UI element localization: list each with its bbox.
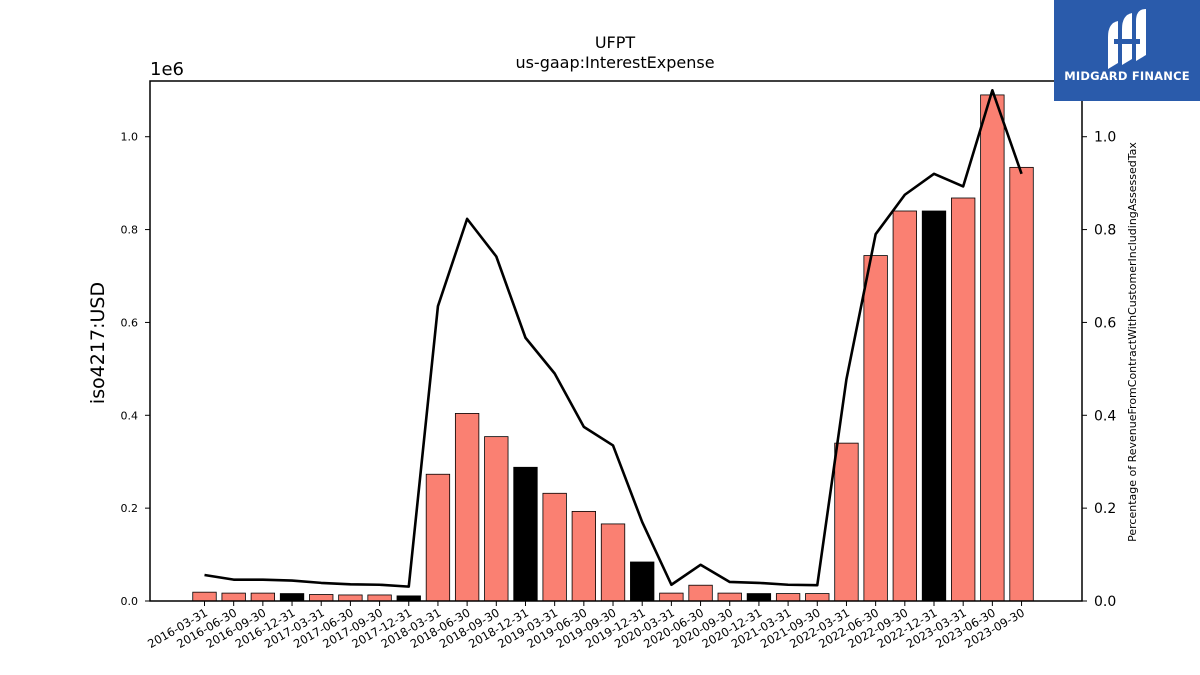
y-tick-label: 0.8 bbox=[121, 224, 139, 237]
bar-2022-09-30 bbox=[892, 210, 917, 602]
bar-2017-06-30 bbox=[338, 594, 363, 602]
y-right-tick-label: 1.0 bbox=[1094, 130, 1116, 146]
bar-2021-03-31 bbox=[775, 593, 801, 602]
bar-2016-06-30 bbox=[221, 592, 246, 602]
midgard-finance-logo: MIDGARD FINANCE bbox=[1054, 0, 1200, 101]
bar-2017-03-31 bbox=[309, 594, 334, 602]
bar-2022-12-31 bbox=[921, 210, 947, 602]
percentage-line bbox=[204, 88, 1023, 588]
bar-2019-06-30 bbox=[571, 510, 596, 602]
y-right-tick-label: 0.8 bbox=[1094, 223, 1116, 239]
y-tick-label: 0.0 bbox=[121, 595, 139, 608]
plot-frame bbox=[149, 80, 1083, 602]
bar-2018-06-30 bbox=[454, 413, 480, 602]
bar-2023-03-31 bbox=[951, 197, 976, 602]
y-tick-label: 0.2 bbox=[121, 502, 139, 515]
bar-2022-03-31 bbox=[834, 442, 859, 602]
chart-subtitle: us-gaap:InterestExpense bbox=[515, 53, 714, 72]
y-right-tick-label: 0.6 bbox=[1094, 315, 1116, 331]
bar-2020-12-31 bbox=[746, 593, 772, 602]
bar-2023-06-30 bbox=[980, 94, 1005, 602]
bar-2020-06-30 bbox=[688, 584, 713, 602]
bar-2022-06-30 bbox=[863, 255, 888, 602]
bar-2018-09-30 bbox=[484, 436, 509, 602]
y-right-tick-label: 0.4 bbox=[1094, 408, 1116, 424]
bar-2021-09-30 bbox=[805, 593, 830, 602]
bar-2017-12-31 bbox=[396, 595, 421, 602]
y-tick-label: 0.6 bbox=[121, 316, 139, 329]
bar-2016-09-30 bbox=[250, 592, 276, 602]
y-scale-label: 1e6 bbox=[150, 59, 184, 80]
bar-2017-09-30 bbox=[367, 594, 392, 602]
y-right-tick-label: 0.0 bbox=[1094, 594, 1116, 610]
y-axis-label: iso4217:USD bbox=[87, 282, 109, 404]
bar-2019-03-31 bbox=[542, 492, 567, 602]
bar-2020-09-30 bbox=[717, 592, 742, 602]
brand-mark-icon bbox=[1108, 9, 1146, 69]
axes bbox=[145, 80, 1087, 606]
bar-2016-12-31 bbox=[279, 593, 305, 602]
bar-2023-09-30 bbox=[1009, 166, 1034, 602]
bar-series bbox=[192, 94, 1034, 602]
y-axis-label-right: Percentage of RevenueFromContractWithCus… bbox=[1126, 142, 1139, 542]
bar-2019-09-30 bbox=[600, 523, 626, 602]
bar-2018-12-31 bbox=[513, 466, 538, 602]
bar-2016-03-31 bbox=[192, 591, 217, 602]
bar-2018-03-31 bbox=[425, 473, 451, 602]
line-series bbox=[204, 88, 1023, 588]
bar-2020-03-31 bbox=[659, 592, 684, 602]
chart-title: UFPT bbox=[595, 33, 636, 52]
y-tick-label: 0.4 bbox=[121, 409, 139, 422]
brand-name: MIDGARD FINANCE bbox=[1064, 69, 1190, 83]
y-tick-label: 1.0 bbox=[121, 131, 139, 144]
y-right-tick-label: 0.2 bbox=[1094, 501, 1116, 517]
bar-2019-12-31 bbox=[630, 561, 655, 602]
